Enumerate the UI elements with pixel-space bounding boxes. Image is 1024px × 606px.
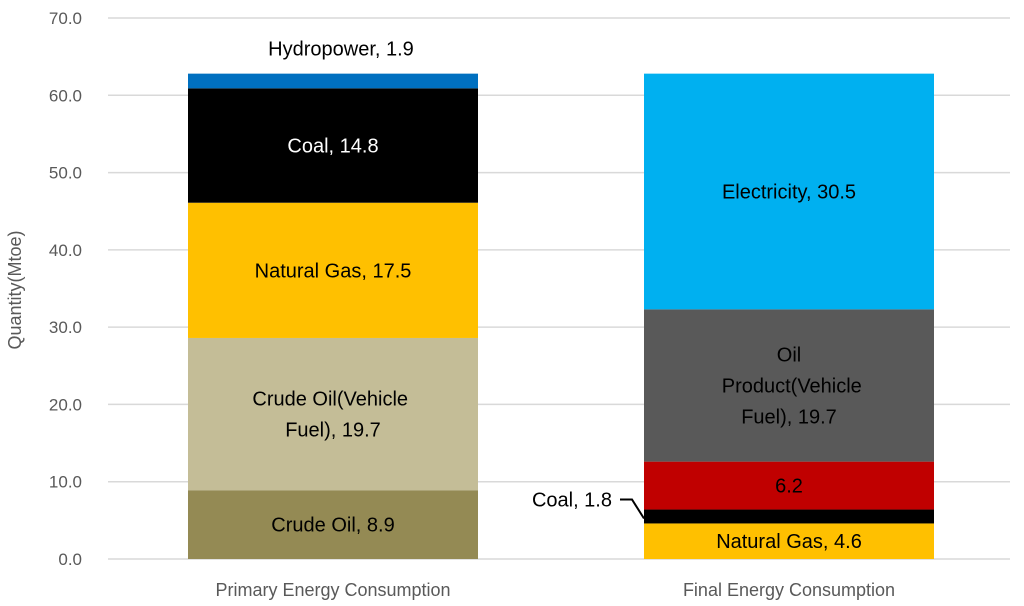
data-label: Hydropower, 1.9 (268, 39, 414, 61)
data-label: Coal, 14.8 (287, 136, 378, 158)
data-label: Natural Gas, 17.5 (255, 260, 412, 282)
bar-segment (644, 73, 934, 310)
y-tick-label: 40.0 (49, 241, 82, 260)
bar-segment (644, 461, 934, 510)
data-label: Electricity, 30.5 (722, 182, 856, 204)
bar-segment (644, 523, 934, 559)
y-tick-label: 20.0 (49, 395, 82, 414)
x-category-label: Primary Energy Consumption (215, 580, 450, 600)
y-tick-label: 30.0 (49, 318, 82, 337)
x-category-label: Final Energy Consumption (683, 580, 895, 600)
bars: Crude Oil, 8.9 Crude Oil(Vehicle Fuel), 1… (188, 39, 934, 559)
stack-final (644, 73, 934, 559)
bar-segment (188, 202, 478, 338)
y-tick-label: 10.0 (49, 473, 82, 492)
y-tick-label: 60.0 (49, 86, 82, 105)
leader-line (620, 498, 645, 520)
data-label: Crude Oil, 8.9 (271, 515, 394, 537)
data-label: Coal, 1.8 (532, 489, 612, 511)
stack-primary (188, 73, 478, 559)
data-label: 6.2 (775, 476, 803, 498)
y-axis-ticks: 0.0 10.0 20.0 30.0 40.0 50.0 60.0 70.0 (49, 9, 82, 569)
y-tick-label: 50.0 (49, 164, 82, 183)
bar-segment (644, 309, 934, 462)
y-tick-label: 70.0 (49, 9, 82, 28)
bar-segment (188, 337, 478, 491)
bar-segment (188, 88, 478, 203)
data-label: Crude Oil(Vehicle Fuel), 19.7 (252, 389, 413, 442)
bar-segment (644, 509, 934, 524)
y-axis-label: Quantity(Mtoe) (5, 230, 25, 349)
bar-segment (188, 73, 478, 89)
x-axis-categories: Primary Energy Consumption Final Energy C… (215, 580, 895, 600)
data-label: Oil Product(Vehicle Fuel), 19.7 (716, 344, 862, 428)
bar-segment (188, 490, 478, 559)
data-label: Natural Gas, 4.6 (716, 531, 862, 553)
y-tick-label: 0.0 (58, 550, 82, 569)
